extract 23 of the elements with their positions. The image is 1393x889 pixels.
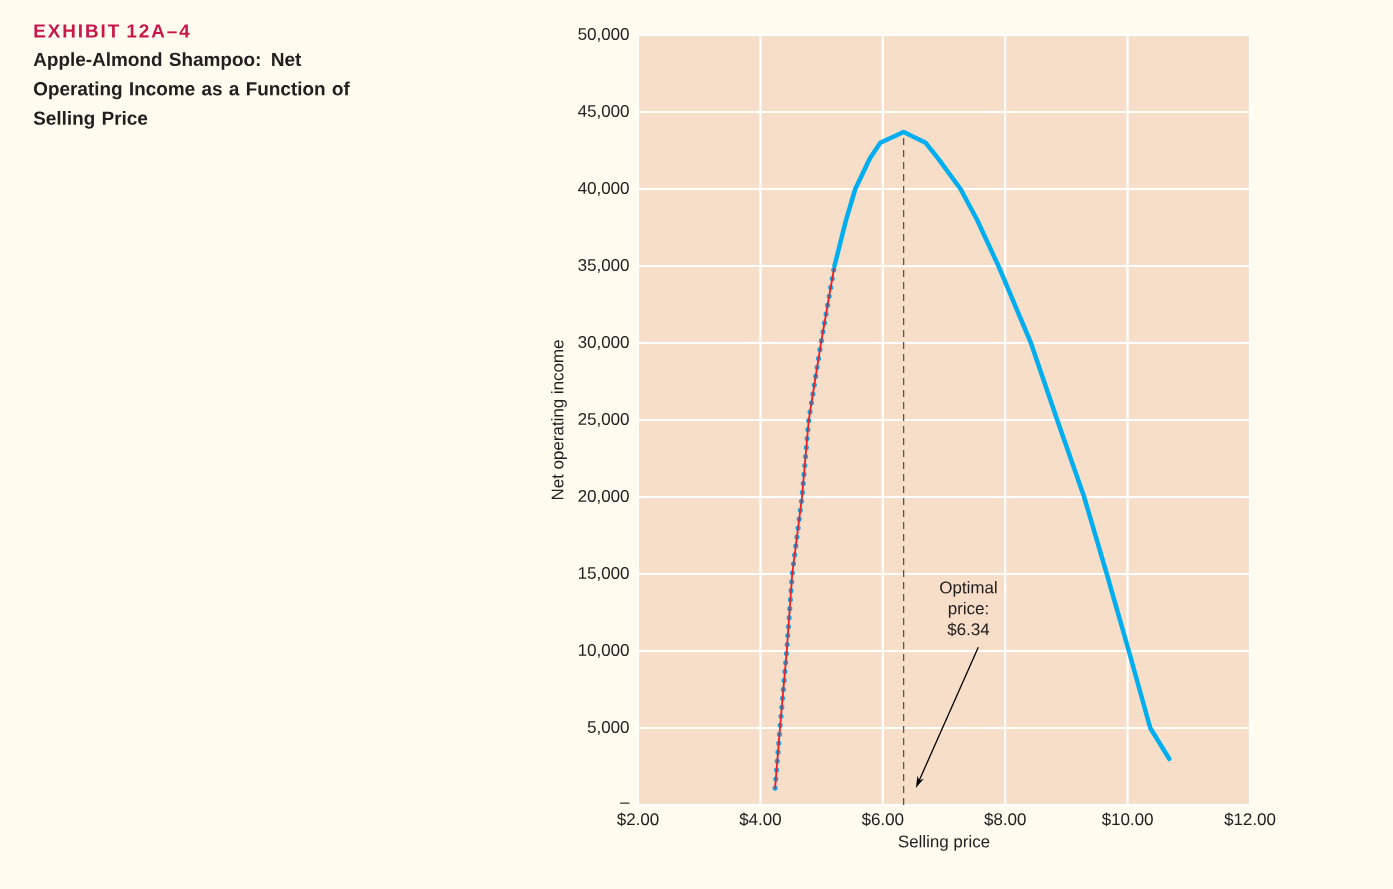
x-tick-label: $12.00: [1224, 812, 1276, 827]
text: Apple-Almond Shampoo: Net Operating Income as a Function of Selling Price: [33, 52, 350, 129]
x-tick-label: $6.00: [861, 812, 904, 827]
y-axis-title: Net operating income: [551, 340, 567, 500]
line-series: [832, 129, 1172, 762]
y-tick-label: 35,000: [578, 259, 629, 273]
y-tick-label: 30,000: [578, 336, 629, 350]
y-tick-label: 5,000: [587, 721, 629, 735]
y-tick-label: 45,000: [578, 105, 629, 119]
y-tick-label: 25,000: [578, 413, 629, 427]
x-tick-label: $4.00: [739, 812, 781, 827]
y-tick-label: 15,000: [578, 567, 629, 581]
x-axis-title: Selling price: [898, 835, 990, 851]
y-tick-label: 10,000: [578, 644, 629, 658]
y-tick-label: 20,000: [578, 490, 629, 504]
x-tick-label: $10.00: [1101, 812, 1153, 827]
y-tick-label: 50,000: [578, 28, 629, 42]
x-tick-label: $8.00: [984, 812, 1026, 827]
x-tick-label: $2.00: [617, 812, 659, 827]
ref-line-label: Optimal price: $6.34: [940, 581, 997, 637]
y-tick-label: –: [620, 802, 630, 804]
y-tick-label: 40,000: [578, 182, 629, 196]
text: EXHIBIT 12A–4: [34, 24, 190, 38]
